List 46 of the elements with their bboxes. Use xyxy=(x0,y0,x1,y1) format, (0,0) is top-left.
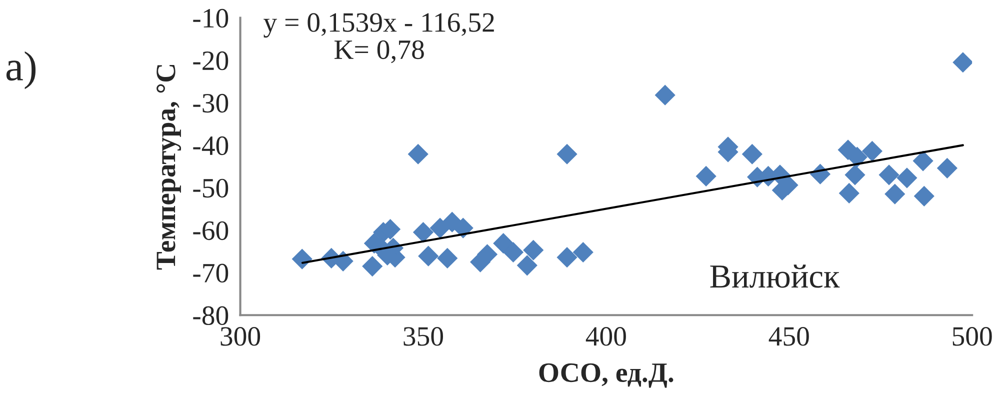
x-tick-label: 400 xyxy=(586,327,626,346)
point xyxy=(556,247,578,268)
point xyxy=(912,150,934,172)
point xyxy=(844,164,866,186)
point xyxy=(654,84,676,106)
point xyxy=(914,186,934,206)
point xyxy=(412,222,434,243)
x-tick-label: 450 xyxy=(768,327,809,346)
point xyxy=(838,182,860,204)
point xyxy=(896,168,918,188)
annotation: Вилюйск xyxy=(710,264,840,288)
y-tick-label: -20 xyxy=(193,51,228,70)
point xyxy=(493,233,514,254)
point xyxy=(952,52,972,73)
point xyxy=(523,240,544,260)
annotation: y = 0,1539x - 116,52 K= 0,78 xyxy=(264,13,494,64)
y-tick-label: -40 xyxy=(193,136,228,156)
point xyxy=(292,248,312,270)
text: а) xyxy=(6,51,36,90)
point xyxy=(362,256,383,277)
point xyxy=(452,218,474,238)
point xyxy=(556,144,578,164)
x-axis-title: ОСО, ед.Д. xyxy=(539,363,674,388)
point xyxy=(936,158,958,178)
y-tick-label: -50 xyxy=(193,178,228,198)
point xyxy=(572,242,594,263)
point xyxy=(516,255,538,276)
point xyxy=(408,144,428,164)
point xyxy=(884,184,906,204)
point xyxy=(696,166,716,187)
x-tick-label: 300 xyxy=(220,327,260,346)
point xyxy=(502,242,524,263)
point xyxy=(437,248,458,268)
point xyxy=(430,218,450,238)
x-tick-label: 350 xyxy=(404,327,443,346)
y-tick-label: -10 xyxy=(193,8,228,28)
y-tick-label: -30 xyxy=(193,94,228,113)
y-tick-label: -70 xyxy=(193,264,228,283)
point xyxy=(742,144,762,164)
x-tick-label: 500 xyxy=(952,327,992,346)
y-axis-title: Температура, °C xyxy=(156,64,182,270)
point xyxy=(862,140,882,162)
y-tick-label: -60 xyxy=(193,221,228,240)
point xyxy=(878,164,900,186)
y-tick-label: -80 xyxy=(193,306,228,326)
point xyxy=(418,246,439,266)
